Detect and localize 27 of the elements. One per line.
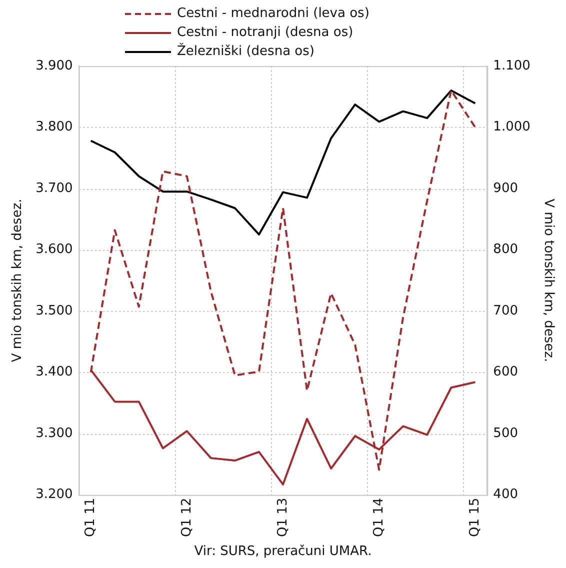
x-tick-label: Q1 13 <box>275 498 290 538</box>
y-tick-label: 3.600 <box>36 242 73 258</box>
y-tick-label: 3.200 <box>36 487 73 502</box>
y2-tick-label: 1.100 <box>493 58 530 74</box>
x-tick-label: Q1 15 <box>468 498 483 538</box>
legend-label: Cestni - mednarodni (leva os) <box>177 5 370 23</box>
y-tick-label: 3.300 <box>36 426 73 441</box>
y2-tick-label: 1.000 <box>493 120 530 135</box>
y2-tick-label: 600 <box>493 364 518 380</box>
x-tick-label: Q1 11 <box>83 498 98 538</box>
y2-tick-label: 400 <box>493 487 518 502</box>
y2-tick-label: 900 <box>493 180 518 196</box>
x-tick-label: Q1 14 <box>371 498 386 538</box>
legend-label: Cestni - notranji (desna os) <box>177 24 354 42</box>
legend-label: Železniški (desna os) <box>177 42 314 61</box>
y-tick-label: 3.700 <box>36 180 73 196</box>
y2-tick-label: 500 <box>493 426 518 441</box>
y-tick-label: 3.400 <box>36 364 73 380</box>
y-axis-title: V mio tonskih km, desez. <box>10 198 26 362</box>
y-tick-label: 3.500 <box>36 303 73 318</box>
y2-axis-title: V mio tonskih km, desez. <box>540 198 556 362</box>
y2-tick-label: 700 <box>493 303 518 318</box>
y-tick-label: 3.900 <box>36 58 73 74</box>
y-tick-label: 3.800 <box>36 120 73 135</box>
x-tick-label: Q1 12 <box>179 498 194 538</box>
y2-tick-label: 800 <box>493 242 518 258</box>
text: Vir: SURS, preračuni UMAR. <box>193 544 373 559</box>
